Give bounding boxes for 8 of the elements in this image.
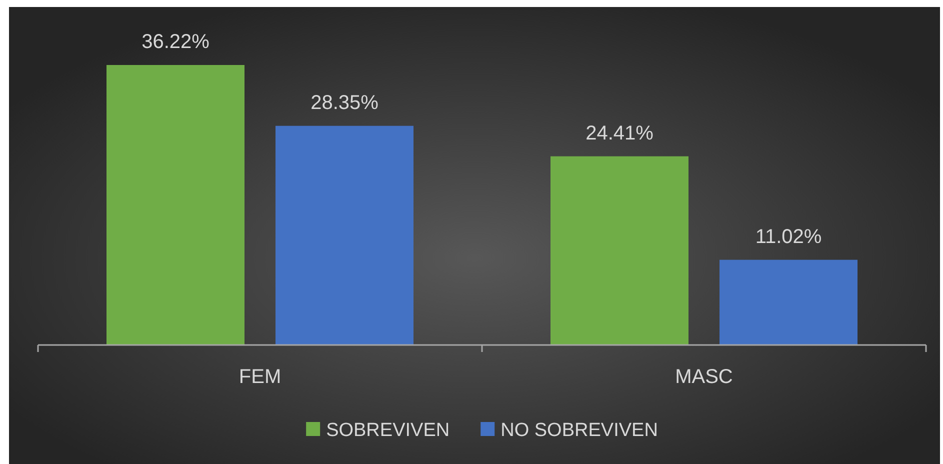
x-tick-label: FEM bbox=[238, 366, 282, 388]
data-label: 24.41% bbox=[586, 122, 654, 144]
data-label: 11.02% bbox=[755, 226, 822, 248]
legend-label: NO SOBREVIVEN bbox=[500, 420, 658, 441]
legend-label: SOBREVIVEN bbox=[326, 420, 450, 441]
data-label: 28.35% bbox=[310, 92, 379, 114]
x-tick-label: MASC bbox=[675, 366, 733, 388]
data-label: 36.22% bbox=[142, 31, 210, 53]
